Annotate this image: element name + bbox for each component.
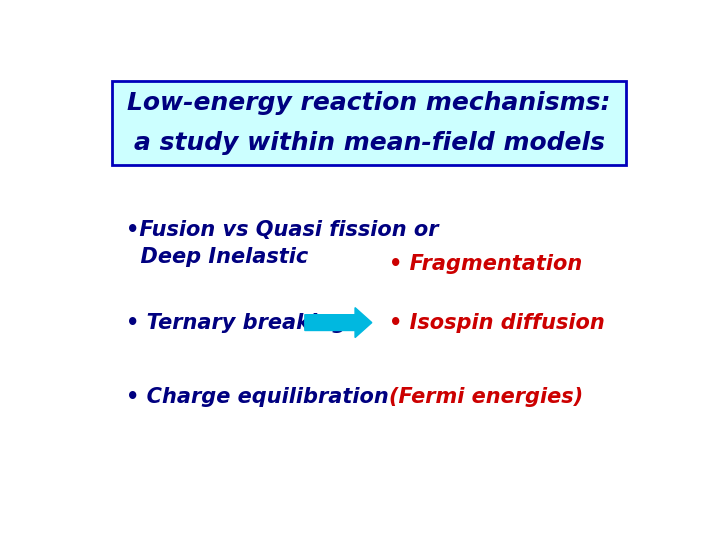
Text: • Charge equilibration: • Charge equilibration: [126, 387, 389, 408]
Text: •Fusion vs Quasi fission or
  Deep Inelastic: •Fusion vs Quasi fission or Deep Inelast…: [126, 220, 438, 267]
Text: • Ternary breaking: • Ternary breaking: [126, 313, 347, 333]
Text: Low-energy reaction mechanisms:: Low-energy reaction mechanisms:: [127, 91, 611, 115]
FancyBboxPatch shape: [112, 82, 626, 165]
Text: • Isospin diffusion: • Isospin diffusion: [389, 313, 604, 333]
Text: (Fermi energies): (Fermi energies): [389, 387, 582, 408]
Text: • Fragmentation: • Fragmentation: [389, 254, 582, 274]
Text: a study within mean-field models: a study within mean-field models: [133, 131, 605, 155]
FancyArrow shape: [305, 308, 372, 338]
